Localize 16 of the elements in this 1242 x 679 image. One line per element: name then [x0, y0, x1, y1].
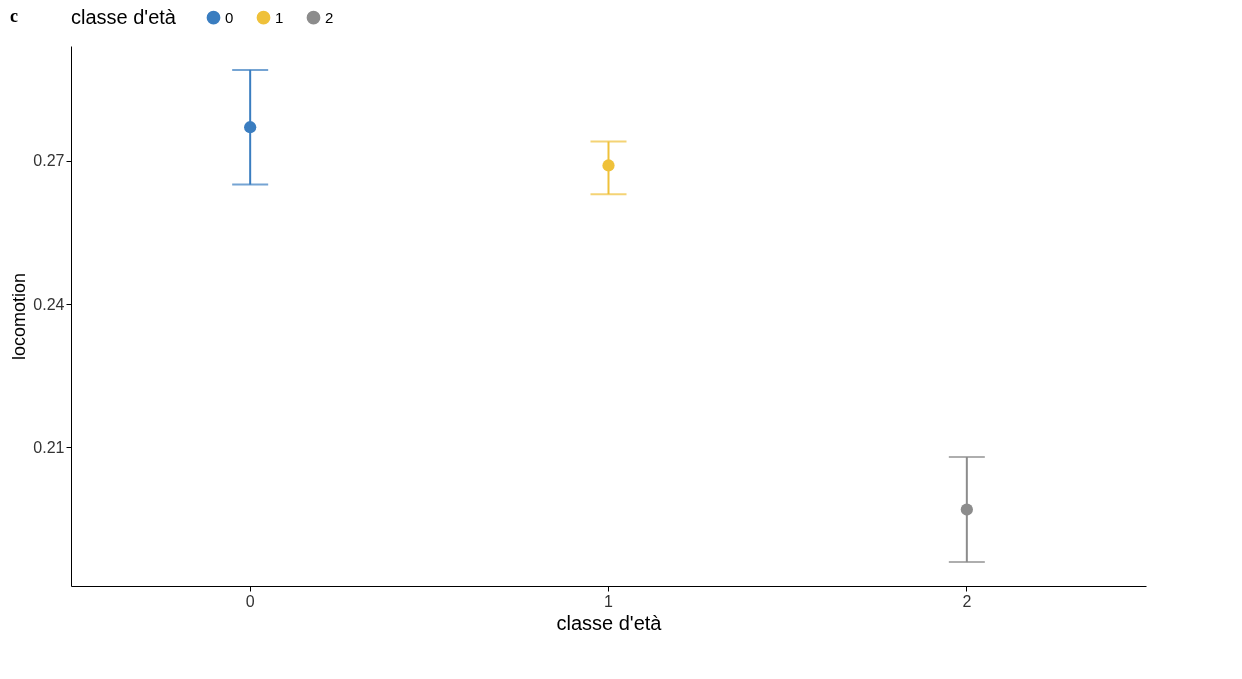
- legend-label: 1: [275, 8, 284, 26]
- y-tick-label: 0.24: [33, 295, 65, 313]
- point: [602, 159, 615, 172]
- text: c: [10, 6, 18, 27]
- y-tick-label: 0.21: [33, 438, 65, 456]
- point: [960, 503, 973, 516]
- legend-title: classe d'età: [71, 6, 177, 28]
- y-tick-label: 0.27: [33, 152, 65, 170]
- legend-label: 2: [325, 8, 334, 26]
- y-axis-title: locomotion: [9, 272, 30, 361]
- x-tick-label: 2: [962, 592, 972, 610]
- x-tick-label: 0: [245, 592, 255, 610]
- legend-label: 0: [225, 8, 234, 26]
- point: [244, 121, 257, 134]
- x-axis-title: classe d'età: [556, 611, 663, 634]
- x-tick-label: 1: [604, 592, 614, 610]
